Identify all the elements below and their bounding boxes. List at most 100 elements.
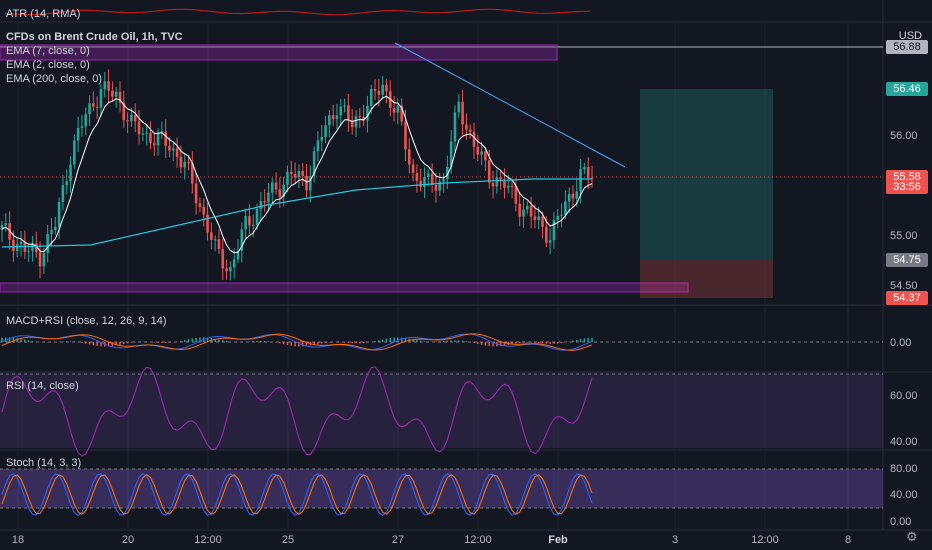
price-tag[interactable]: 56.88 [886,40,928,54]
candle-body [84,114,88,127]
stoch-d-line [1,474,593,515]
candle-body [411,164,415,174]
trendline [394,42,626,168]
symbol-title[interactable]: CFDs on Brent Crude Oil, 1h, TVC [6,31,183,43]
candle-body [297,170,301,178]
legend-ema-2[interactable]: EMA (2, close, 0) [6,59,90,71]
candle-body [343,105,346,107]
candle-body [560,214,563,216]
candle-body [579,169,582,192]
atr-label[interactable]: ATR (14, RMA) [6,8,81,20]
candle-body [541,216,544,227]
price-tag[interactable]: 56.46 [886,82,928,96]
time-tick-label: 27 [392,534,404,546]
macd-label[interactable]: MACD+RSI (close, 12, 26, 9, 14) [6,315,167,327]
macd-signal-line [1,333,593,351]
time-tick-label: 12:00 [464,534,492,546]
candle-body [350,119,354,128]
candle-body [419,180,423,187]
time-tick-label: 12:00 [751,534,779,546]
candle-body [183,162,187,168]
candle-body [221,249,225,269]
price-tick-label: 54.50 [890,280,918,292]
candle-body [487,160,491,183]
candle-body [213,239,217,241]
candle-body [274,182,278,190]
candle-body [354,116,358,128]
candle-body [255,209,259,226]
candle-body [282,184,285,197]
candle-body [171,148,175,151]
stoch-label[interactable]: Stoch (14, 3, 3) [6,457,82,469]
candle-body [244,216,247,230]
candle-body [575,191,579,199]
candle-body [217,239,221,250]
candle-body [335,115,339,120]
candle-body [198,203,202,207]
resistance-zone [0,44,558,61]
candle-body [586,167,590,178]
currency-label[interactable]: USD [898,30,922,42]
candle-body [27,250,30,252]
rsi-label[interactable]: RSI (14, close) [6,380,79,392]
candle-body [438,181,442,191]
macd-line [1,333,593,351]
legend-ema-200[interactable]: EMA (200, close, 0) [6,73,102,85]
candle-body [480,151,483,155]
candle-body [301,170,305,176]
candle-body [309,176,312,191]
indicator-tick-label: 0.00 [890,516,911,528]
candle-body [381,84,384,95]
candle-body [111,90,114,97]
candle-body [499,177,502,180]
candle-body [552,219,556,241]
indicator-tick-label: 80.00 [890,463,918,475]
candle-body [385,84,388,92]
candle-body [34,243,38,253]
candle-body [590,177,594,179]
candle-body [15,244,19,252]
candle-body [430,173,434,185]
candle-body [130,114,133,122]
candle-body [107,81,110,91]
candle-body [73,140,76,165]
candle-body [31,243,34,251]
time-tick-label: 3 [672,534,678,546]
price-tag[interactable]: 54.75 [886,253,928,267]
support-zone [0,282,689,293]
candle-body [61,185,65,203]
candle-body [567,193,571,202]
candle-body [225,268,228,272]
candle-body [92,103,95,107]
candle-body [95,106,99,108]
candle-body [4,223,8,225]
price-tag[interactable]: 33:56 [886,179,928,194]
candle-body [187,162,190,164]
candle-body [267,192,270,203]
candle-body [461,101,464,125]
settings-gear-icon[interactable]: ⚙ [906,529,918,544]
candle-body [400,105,403,122]
candle-body [229,267,232,272]
price-tag[interactable]: 54.37 [886,291,928,305]
atr-line [4,8,591,16]
candle-body [339,106,343,116]
candle-body [449,141,453,167]
candle-body [331,115,335,120]
price-tick-label: 56.00 [890,130,918,142]
candle-body [149,132,152,144]
candle-body [442,179,445,182]
indicator-tick-label: 40.00 [890,436,918,448]
legend-ema-7[interactable]: EMA (7, close, 0) [6,45,90,57]
candle-body [76,127,80,141]
rsi-band [0,374,883,448]
time-tick-label: 18 [12,534,24,546]
candle-body [0,225,4,230]
candle-body [156,132,160,146]
candle-body [545,226,548,243]
candle-body [529,206,533,217]
candle-body [347,105,350,120]
candle-body [103,81,107,90]
